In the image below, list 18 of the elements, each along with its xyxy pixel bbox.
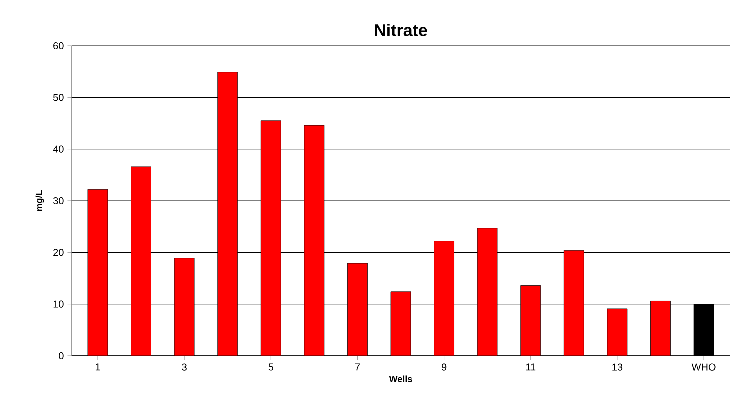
y-tick-label: 60 xyxy=(54,42,64,50)
y-tick-label: 50 xyxy=(53,94,64,102)
x-tick-label: 9 xyxy=(442,364,447,371)
x-tick-label: 1 xyxy=(96,364,100,371)
x-axis-title: Wells xyxy=(389,376,412,382)
chart-title: Nitrate xyxy=(375,24,428,36)
x-tick-label: 7 xyxy=(355,364,360,371)
x-tick-label: WHO xyxy=(692,364,716,371)
y-axis-title: mg/L xyxy=(36,190,44,212)
x-tick-label: 13 xyxy=(612,364,623,371)
y-tick-label: 10 xyxy=(54,300,64,308)
y-tick-label: 40 xyxy=(53,146,64,153)
y-tick-label: 0 xyxy=(59,352,64,360)
x-tick-label: 11 xyxy=(526,364,536,371)
x-tick-label: 5 xyxy=(268,364,274,371)
y-tick-label: 30 xyxy=(53,197,64,205)
y-tick-label: 20 xyxy=(54,249,64,256)
x-tick-label: 3 xyxy=(182,364,187,371)
